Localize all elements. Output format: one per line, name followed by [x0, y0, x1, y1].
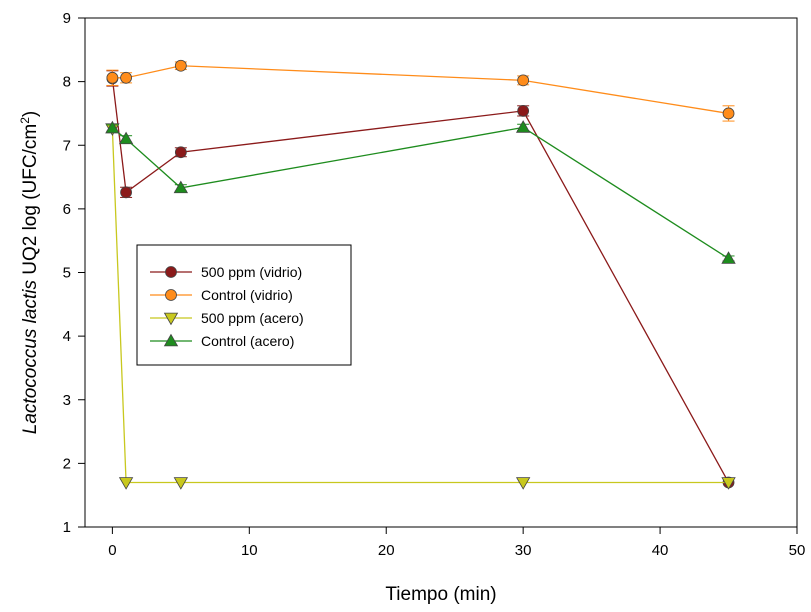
y-tick-label: 4 [63, 328, 71, 345]
y-axis-title-close: ) [20, 111, 41, 117]
series-layer [105, 59, 736, 490]
data-point [106, 71, 119, 84]
y-axis-title-italic: Lactococcus lactis [20, 280, 41, 435]
data-point [517, 74, 530, 87]
x-axis-title: Tiempo (min) [385, 584, 496, 605]
data-point [721, 251, 736, 264]
y-tick-label: 8 [63, 74, 71, 91]
y-tick-label: 6 [63, 201, 71, 218]
y-axis-title: Lactococcus lactis UQ2 log (UFC/cm2) [18, 111, 41, 434]
series-line [112, 65, 729, 115]
legend-marker [163, 312, 179, 326]
data-point [515, 120, 531, 133]
legend-marker [163, 333, 179, 347]
x-tick-label: 30 [515, 542, 532, 559]
data-point [120, 186, 132, 199]
data-point [118, 131, 134, 145]
x-tick-label: 50 [789, 542, 806, 559]
data-point [515, 477, 531, 490]
x-tick-label: 0 [108, 542, 116, 559]
x-tick-label: 40 [652, 542, 669, 559]
y-tick-label: 9 [63, 10, 71, 27]
legend-label: Control (acero) [201, 333, 294, 349]
y-tick-label: 7 [63, 137, 71, 154]
y-tick-label: 3 [63, 392, 71, 409]
data-point [173, 180, 189, 194]
y-axis-title-rest: UQ2 log (UFC/cm [20, 124, 41, 280]
y-tick-label: 2 [63, 455, 71, 472]
legend: 500 ppm (vidrio) Control (vidrio) 500 ppm … [136, 244, 352, 366]
legend-marker [165, 289, 177, 301]
legend-label: Control (vidrio) [201, 287, 293, 303]
legend-marker [165, 266, 177, 278]
y-tick-label: 5 [63, 265, 71, 282]
x-tick-label: 10 [241, 542, 258, 559]
data-point [118, 477, 134, 490]
y-tick-label: 1 [63, 519, 71, 536]
data-point [120, 71, 132, 84]
data-point [722, 107, 735, 120]
data-point [105, 120, 120, 134]
series-2 [106, 59, 735, 122]
data-point [721, 477, 736, 490]
legend-label: 500 ppm (acero) [201, 310, 304, 326]
x-tick-label: 20 [378, 542, 395, 559]
series-line [111, 126, 729, 260]
legend-label: 500 ppm (vidrio) [201, 264, 302, 280]
data-point [174, 59, 187, 72]
data-point [173, 477, 189, 490]
y-axis-title-sup: 2 [18, 117, 32, 124]
plot-axes: 0 10 20 30 40 50 1 2 3 4 5 6 7 8 9 [63, 10, 806, 559]
series-4 [105, 120, 736, 264]
data-point [517, 104, 530, 117]
data-point [174, 146, 187, 159]
